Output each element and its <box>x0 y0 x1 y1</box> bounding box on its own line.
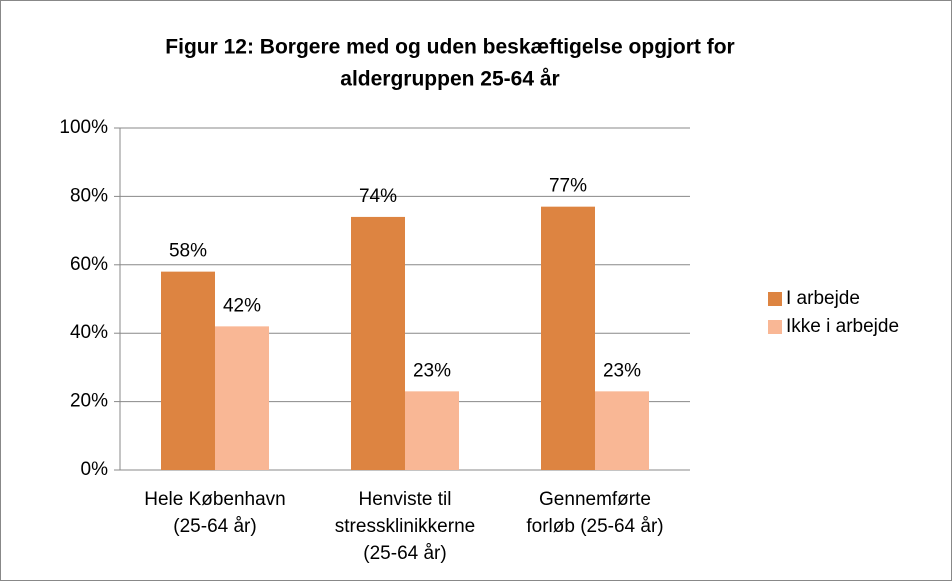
data-label: 23% <box>413 360 451 381</box>
data-label: 74% <box>359 186 397 207</box>
data-label: 77% <box>549 176 587 197</box>
bar <box>405 391 459 470</box>
x-tick-label: (25-64 år) <box>173 516 256 537</box>
y-tick-label: 20% <box>70 391 108 412</box>
y-tick-label: 40% <box>70 322 108 343</box>
bar <box>215 326 269 470</box>
bar <box>595 391 649 470</box>
y-tick-label: 100% <box>59 117 108 138</box>
legend-swatch <box>768 320 782 334</box>
x-tick-label: stressklinikkerne <box>335 516 475 537</box>
data-label: 42% <box>223 295 261 316</box>
y-tick-label: 80% <box>70 185 108 206</box>
data-label: 58% <box>169 241 207 262</box>
x-tick-label: Gennemførte <box>539 489 651 510</box>
bar <box>541 206 595 470</box>
y-tick-label: 60% <box>70 254 108 275</box>
chart-title: aldergruppen 25-64 år <box>340 68 559 91</box>
x-tick-label: Henviste til <box>359 489 452 510</box>
legend-label: I arbejde <box>786 288 860 309</box>
x-tick-label: Hele København <box>144 489 286 510</box>
legend-label: Ikke i arbejde <box>786 316 899 337</box>
x-tick-label: (25-64 år) <box>363 543 446 564</box>
legend-swatch <box>768 292 782 306</box>
bar <box>161 271 215 470</box>
chart-title: Figur 12: Borgere med og uden beskæftige… <box>165 36 734 59</box>
x-tick-label: forløb (25-64 år) <box>526 516 663 537</box>
bar <box>351 216 405 470</box>
data-label: 23% <box>603 360 641 381</box>
y-tick-label: 0% <box>81 459 109 480</box>
